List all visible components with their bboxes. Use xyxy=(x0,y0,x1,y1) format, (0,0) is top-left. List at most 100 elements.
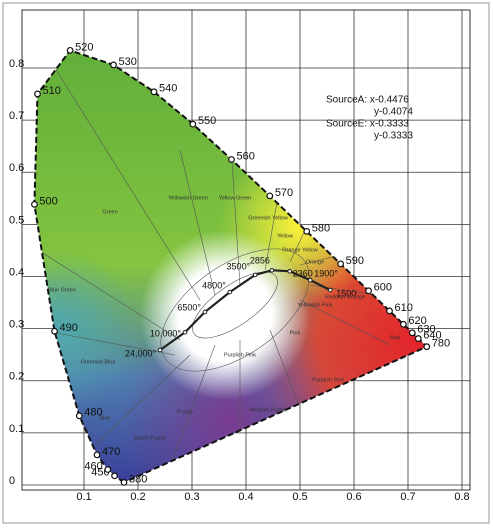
region-label: Yellowish Green xyxy=(168,195,208,201)
locus-point xyxy=(150,88,158,96)
wavelength-label: 480 xyxy=(84,407,102,419)
cct-point xyxy=(269,267,275,273)
wavelength-label: 620 xyxy=(408,315,426,327)
wavelength-label: 600 xyxy=(374,282,392,294)
region-label: Blue Green xyxy=(48,287,76,293)
locus-point xyxy=(66,46,74,54)
annotation: y-0.3333 xyxy=(374,131,413,142)
x-tick-label: 0.6 xyxy=(346,491,361,503)
locus-point xyxy=(34,90,41,98)
annotation: y-0.4074 xyxy=(374,107,413,118)
region-label: Purplish Pink xyxy=(224,352,256,358)
cct-point xyxy=(202,309,208,315)
wavelength-label: 640 xyxy=(423,329,441,341)
cct-point xyxy=(327,287,333,293)
region-label: Orange Yellow xyxy=(282,247,317,253)
cct-label: 10,000° xyxy=(150,329,182,339)
region-label: Reddish Orange xyxy=(325,294,365,300)
cct-label: 1500 xyxy=(336,288,356,298)
y-tick-label: 0.3 xyxy=(9,319,24,331)
wavelength-label: 580 xyxy=(312,222,330,234)
locus-point xyxy=(303,227,311,235)
region-label: Purplish Red xyxy=(312,377,344,383)
wavelength-label: 630 xyxy=(417,324,435,336)
locus-point xyxy=(120,478,128,486)
region-label: Greenish Blue xyxy=(81,359,116,365)
x-tick-label: 0.8 xyxy=(454,491,469,503)
y-tick-label: 0.6 xyxy=(9,162,24,174)
locus-point xyxy=(337,260,345,268)
locus-point xyxy=(110,61,117,69)
region-label: Yellowish Pink xyxy=(298,302,333,308)
x-tick-label: 0.3 xyxy=(184,491,199,503)
wavelength-label: 560 xyxy=(236,150,254,162)
cct-point xyxy=(252,272,258,278)
y-tick-label: 0.8 xyxy=(9,58,24,70)
x-tick-label: 0.5 xyxy=(292,491,307,503)
y-tick-label: 0.5 xyxy=(9,214,24,226)
locus-point xyxy=(400,320,407,328)
cct-label: 2856 xyxy=(250,256,270,266)
y-tick-label: 0 xyxy=(9,475,15,487)
wavelength-label: 550 xyxy=(198,115,216,127)
cct-point xyxy=(182,329,188,335)
cct-point xyxy=(157,347,163,353)
locus-point xyxy=(31,200,38,208)
wavelength-label: 610 xyxy=(395,302,413,314)
cct-point xyxy=(307,277,313,283)
wavelength-label: 780 xyxy=(432,338,450,350)
wavelength-label: 520 xyxy=(75,41,93,53)
x-tick-label: 0.4 xyxy=(238,491,253,503)
region-label: Reddish Purple xyxy=(249,407,287,413)
annotation: SourceA: x-0.4476 xyxy=(326,95,409,106)
region-label: Green xyxy=(102,209,117,215)
locus-point xyxy=(228,156,235,163)
locus-point xyxy=(93,451,101,459)
region-label: Red xyxy=(390,335,400,341)
cct-label: 24,000° xyxy=(125,348,157,358)
cct-label: 4800° xyxy=(202,281,226,291)
wavelength-label: 500 xyxy=(39,195,57,207)
locus-point xyxy=(408,329,416,337)
region-label: Greenish Yellow xyxy=(248,215,287,221)
locus-point xyxy=(111,472,118,480)
annotation: SourceE: x-0.3333 xyxy=(326,119,409,130)
locus-point xyxy=(266,192,274,200)
region-label: Orange xyxy=(306,259,324,265)
region-label: Blue xyxy=(99,415,110,421)
cct-point xyxy=(287,268,293,274)
cct-label: 6500° xyxy=(177,302,201,312)
frame xyxy=(2,2,490,524)
wavelength-label: 590 xyxy=(346,255,364,267)
locus-point xyxy=(414,335,422,342)
wavelength-label: 460 xyxy=(84,460,102,472)
y-tick-label: 0.4 xyxy=(9,266,24,278)
wavelength-label: 510 xyxy=(43,85,61,97)
locus-point xyxy=(75,412,83,420)
x-tick-label: 0.2 xyxy=(130,491,145,503)
locus-point xyxy=(104,466,112,473)
region-label: Bluish Purple xyxy=(134,435,166,441)
wavelength-label: 540 xyxy=(159,83,177,95)
region-label: Yellow xyxy=(277,233,293,239)
x-tick-label: 0.7 xyxy=(400,491,415,503)
locus-point xyxy=(365,287,372,295)
cct-label: 1900° xyxy=(314,269,338,279)
wavelength-label: 380 xyxy=(129,473,147,485)
locus-point xyxy=(51,327,58,335)
y-tick-label: 0.2 xyxy=(9,371,24,383)
locus-point xyxy=(423,343,431,351)
cct-point xyxy=(227,289,233,295)
y-tick-label: 0.7 xyxy=(9,110,24,122)
wavelength-label: 530 xyxy=(119,56,137,68)
locus-point xyxy=(189,120,197,128)
region-label: Purple xyxy=(177,409,193,415)
wavelength-label: 490 xyxy=(60,322,78,334)
region-label: Yellow Green xyxy=(219,195,252,201)
wavelength-label: 470 xyxy=(102,446,120,458)
cct-label: 2360 xyxy=(293,269,313,279)
region-label: Pink xyxy=(290,330,301,336)
x-tick-label: 0.1 xyxy=(76,491,91,503)
wavelength-label: 570 xyxy=(275,187,293,199)
